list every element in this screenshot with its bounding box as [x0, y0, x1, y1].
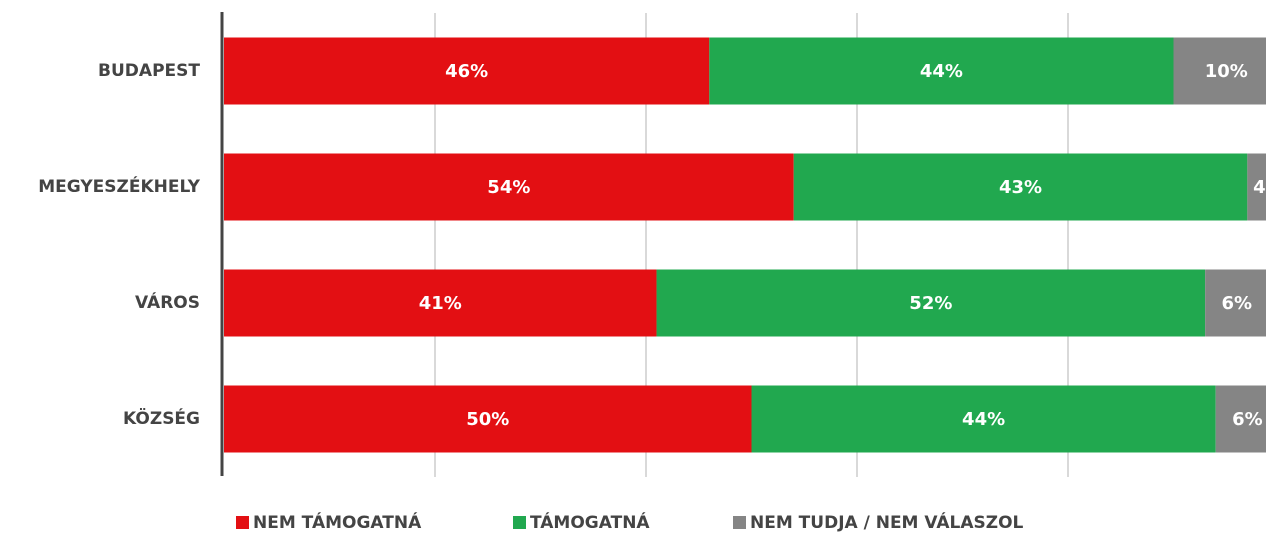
bar-segment	[224, 37, 710, 105]
bar-segment	[1247, 153, 1266, 221]
legend-label: NEM TÁMOGATNÁ	[253, 511, 422, 533]
value-label: 6%	[1232, 409, 1263, 430]
category-label: KÖZSÉG	[123, 407, 200, 429]
bar-segment	[224, 385, 752, 453]
legend-label: TÁMOGATNÁ	[530, 511, 650, 533]
value-label: 41%	[419, 293, 462, 314]
bar-segment	[793, 153, 1248, 221]
bar-segment	[1205, 269, 1266, 337]
legend-swatch	[733, 516, 746, 529]
bar-segment	[709, 37, 1174, 105]
value-label: 4%	[1253, 177, 1266, 198]
bar-segment	[224, 153, 794, 221]
category-label: VÁROS	[135, 291, 200, 313]
bar-segment	[224, 269, 657, 337]
value-label: 43%	[999, 177, 1042, 198]
value-label: 46%	[445, 61, 488, 82]
legend-swatch	[513, 516, 526, 529]
value-label: 50%	[466, 409, 509, 430]
bar-segment	[751, 385, 1216, 453]
category-label: MEGYESZÉKHELY	[38, 175, 200, 197]
value-label: 44%	[920, 61, 963, 82]
value-label: 6%	[1222, 293, 1253, 314]
legend-label: NEM TUDJA / NEM VÁLASZOL	[750, 511, 1024, 533]
category-label: BUDAPEST	[98, 61, 200, 81]
value-label: 52%	[909, 293, 952, 314]
bar-segment	[1215, 385, 1266, 453]
bar-segment	[1173, 37, 1266, 105]
value-label: 44%	[962, 409, 1005, 430]
legend-swatch	[236, 516, 249, 529]
bar-segment	[656, 269, 1206, 337]
value-label: 54%	[487, 177, 530, 198]
value-label: 10%	[1205, 61, 1248, 82]
